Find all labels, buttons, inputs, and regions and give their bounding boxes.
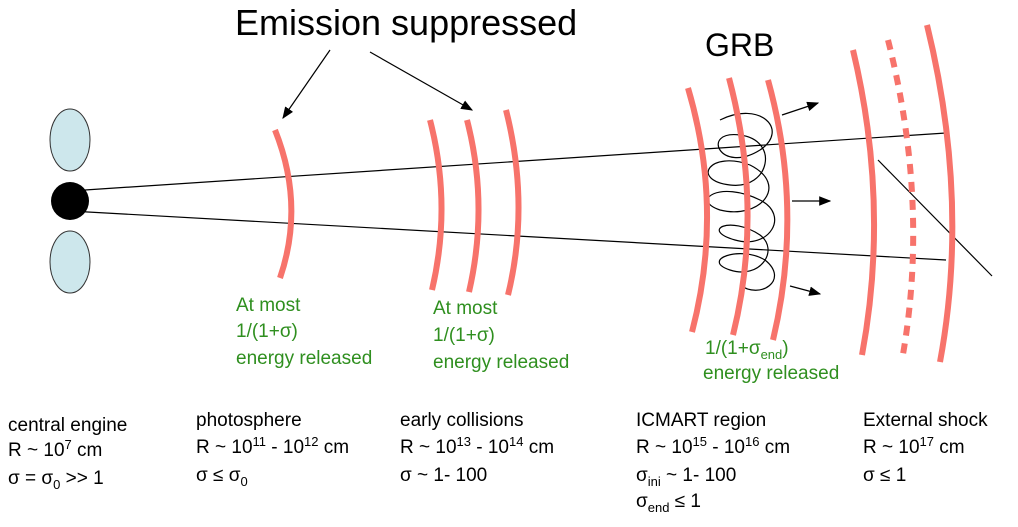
seg: R ~ 10 — [863, 437, 920, 458]
jet-lines — [69, 49, 993, 296]
seg: σ — [636, 491, 648, 512]
seg: - 10 — [707, 437, 745, 458]
region-sigma: σ ≤ 1 — [863, 465, 906, 486]
region-radius: R ~ 1017 cm — [863, 434, 965, 458]
note-line: 1/(1+σ) — [433, 325, 495, 346]
engine — [49, 108, 91, 294]
seg: - 10 — [266, 437, 304, 458]
sub: 0 — [240, 474, 247, 489]
note-line: energy released — [703, 363, 839, 384]
seg: cm — [319, 437, 350, 458]
seg: σ = σ — [8, 468, 53, 489]
region-name: ICMART region — [636, 410, 766, 431]
region-sigma: σ ≤ σ0 — [196, 465, 248, 489]
sup: 16 — [745, 434, 759, 449]
seg: ) — [782, 338, 788, 359]
note-line: At most — [236, 295, 301, 316]
note-line: energy released — [236, 348, 372, 369]
region-name: photosphere — [196, 410, 302, 431]
seg: R ~ 10 — [196, 437, 253, 458]
seg: 1/(1+σ — [705, 338, 761, 359]
note-line: At most — [433, 298, 498, 319]
seg: ≤ 1 — [669, 491, 701, 512]
seg: >> 1 — [60, 468, 103, 489]
sub: end — [761, 347, 783, 362]
sup: 17 — [920, 434, 934, 449]
seg: ~ 1- 100 — [661, 465, 737, 486]
seg: σ ≤ σ — [196, 465, 241, 486]
seg: cm — [523, 437, 554, 458]
note-line: 1/(1+σ) — [236, 321, 298, 342]
title: Emission suppressed — [235, 2, 577, 43]
sup: 11 — [253, 434, 267, 449]
sub: end — [648, 500, 670, 515]
region-name: central engine — [8, 415, 127, 436]
seg: cm — [72, 440, 103, 461]
region-sigma: σ = σ0 >> 1 — [8, 468, 104, 492]
shells — [272, 24, 956, 363]
region-sigma: σ ~ 1- 100 — [400, 465, 487, 486]
note-line: 1/(1+σend) — [705, 338, 789, 362]
seg: R ~ 10 — [8, 440, 65, 461]
region-radius: R ~ 107 cm — [8, 437, 102, 461]
sup: 15 — [693, 434, 707, 449]
region-name: External shock — [863, 410, 988, 431]
sup: 12 — [304, 434, 318, 449]
region-sigma: σend ≤ 1 — [636, 491, 701, 515]
notes: At most 1/(1+σ) energy released At most … — [236, 295, 839, 384]
sup: 14 — [509, 434, 523, 449]
seg: R ~ 10 — [400, 437, 457, 458]
seg: - 10 — [471, 437, 509, 458]
seg: R ~ 10 — [636, 437, 693, 458]
region-radius: R ~ 1015 - 1016 cm — [636, 434, 790, 458]
sub: 0 — [53, 477, 60, 492]
sub: ini — [648, 474, 661, 489]
sup: 13 — [457, 434, 471, 449]
sup: 7 — [65, 437, 72, 452]
region-name: early collisions — [400, 410, 524, 431]
region-radius: R ~ 1013 - 1014 cm — [400, 434, 554, 458]
region-sigma: σini ~ 1- 100 — [636, 465, 736, 489]
note-line: energy released — [433, 352, 569, 373]
regions: central engine R ~ 107 cm σ = σ0 >> 1 ph… — [8, 410, 988, 515]
grb-label: GRB — [705, 27, 774, 63]
seg: cm — [759, 437, 790, 458]
seg: cm — [934, 437, 965, 458]
seg: σ — [636, 465, 648, 486]
region-radius: R ~ 1011 - 1012 cm — [196, 434, 349, 458]
